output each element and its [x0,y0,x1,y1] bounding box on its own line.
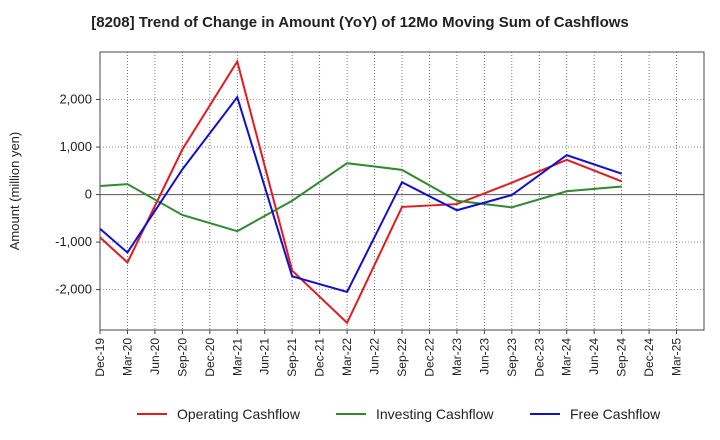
x-tick-label: Dec-22 [422,338,436,377]
series-line-free-cashflow [99,94,622,294]
x-tick-label: Jun-21 [258,338,272,375]
x-tick-label: Sep-22 [395,338,409,377]
x-tick-label: Mar-23 [450,338,464,376]
x-tick-label: Sep-24 [615,338,629,377]
series-line-investing-cashflow [99,162,622,233]
x-tick-label: Sep-21 [285,338,299,377]
y-tick-label: 1,000 [59,139,92,154]
legend-label-free-cashflow: Free Cashflow [570,406,661,422]
legend: Operating Cashflow Investing Cashflow Free… [137,406,661,422]
x-tick-label: Mar-25 [670,338,684,376]
x-tick-label: Sep-20 [175,338,189,377]
x-tick-label: Dec-24 [642,338,656,377]
y-axis-label: Amount (million yen) [7,132,22,251]
y-tick-label: 2,000 [59,92,92,107]
x-tick-label: Dec-21 [313,338,327,377]
legend-label-operating-cashflow: Operating Cashflow [177,406,301,422]
series-line-operating-cashflow [99,59,622,325]
y-tick-label: -2,000 [55,282,92,297]
x-tick-label: Mar-21 [230,338,244,376]
x-tick-label: Dec-19 [93,338,107,377]
x-tick-label: Mar-22 [340,338,354,376]
x-axis-ticks: Dec-19 Mar-20 Jun-20 Sep-20 Dec-20 Mar-21 Jun-… [93,330,684,377]
x-tick-label: Sep-23 [505,338,519,377]
y-axis-ticks: -2,000 -1,000 0 1,000 2,000 [55,92,100,297]
x-tick-label: Mar-24 [560,338,574,376]
x-tick-label: Jun-20 [148,338,162,375]
y-tick-label: 0 [85,187,92,202]
x-tick-label: Dec-20 [203,338,217,377]
legend-label-investing-cashflow: Investing Cashflow [376,406,494,422]
chart-title: [8208] Trend of Change in Amount (YoY) o… [91,14,629,31]
x-tick-label: Jun-23 [477,338,491,375]
x-tick-label: Jun-22 [368,338,382,375]
y-tick-label: -1,000 [55,234,92,249]
series-lines [99,59,622,325]
x-tick-label: Dec-23 [532,338,546,377]
x-tick-label: Jun-24 [587,338,601,375]
x-tick-label: Mar-20 [120,338,134,376]
